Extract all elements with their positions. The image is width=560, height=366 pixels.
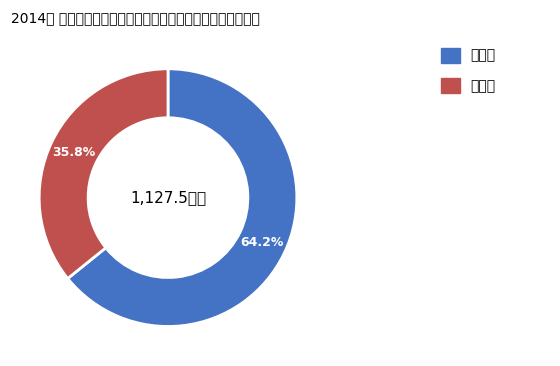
- Text: 1,127.5億円: 1,127.5億円: [130, 190, 206, 205]
- Text: 35.8%: 35.8%: [52, 146, 96, 159]
- Text: 64.2%: 64.2%: [240, 236, 284, 249]
- Text: 2014年 商業年間商品販売額にしめる卸売業と小売業のシェア: 2014年 商業年間商品販売額にしめる卸売業と小売業のシェア: [11, 11, 260, 25]
- Wedge shape: [68, 69, 297, 326]
- Legend: 卸売業, 小売業: 卸売業, 小売業: [436, 43, 500, 98]
- Wedge shape: [39, 69, 168, 279]
